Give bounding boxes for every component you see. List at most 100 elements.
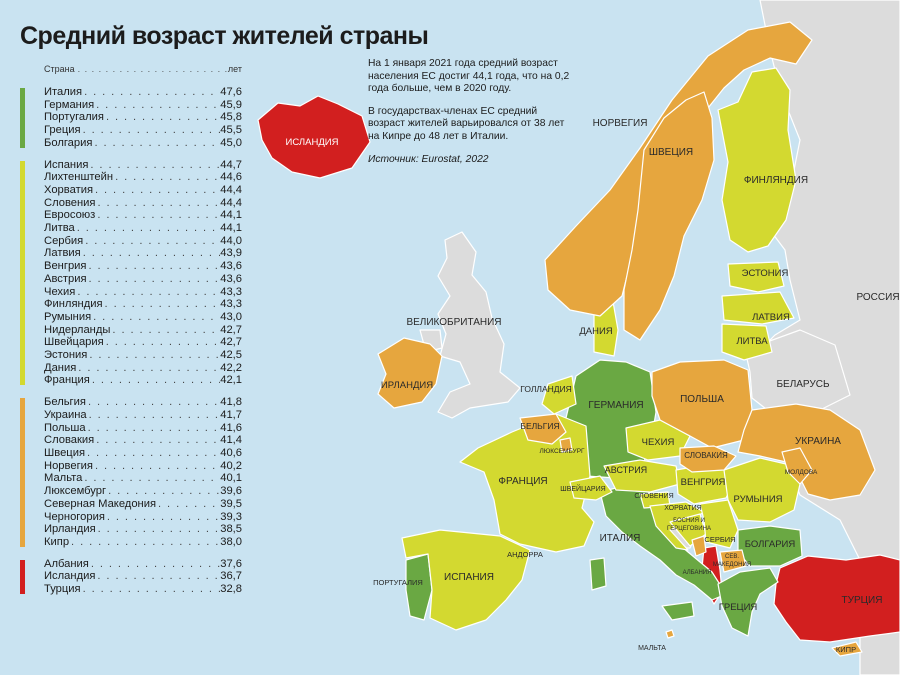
legend-country-name: Словения: [44, 196, 96, 209]
label-moldova: МОЛДОВА: [785, 469, 818, 476]
legend-header-country: Страна: [44, 64, 75, 74]
label-sweden: ШВЕЦИЯ: [649, 147, 693, 158]
legend-leader-dots: . . . . . . . . . . . . . . . . . . . . …: [90, 158, 220, 171]
legend-row: Лихтенштейн. . . . . . . . . . . . . . .…: [44, 171, 242, 184]
legend-country-name: Украина: [44, 408, 87, 421]
legend-row: Турция. . . . . . . . . . . . . . . . . …: [44, 583, 242, 596]
legend-leader-dots: . . . . . . . . . . . . . . . . . . . . …: [88, 408, 221, 421]
legend-leader-dots: . . . . . . . . . . . . . . . . . . . . …: [87, 446, 220, 459]
info-paragraph-2: В государствах-членах ЕС средний возраст…: [368, 105, 565, 142]
legend-row: Люксембург. . . . . . . . . . . . . . . …: [44, 485, 242, 498]
legend-leader-dots: . . . . . . . . . . . . . . . . . . . . …: [82, 124, 221, 137]
region-spain: [401, 529, 531, 631]
legend-leader-dots: . . . . . . . . . . . . . . . . . . . . …: [88, 272, 221, 285]
legend-country-value: 45,9: [220, 98, 242, 111]
legend-header-unit: лет: [227, 64, 242, 74]
legend-country-value: 43,3: [220, 298, 242, 311]
legend-row: Черногория. . . . . . . . . . . . . . . …: [44, 511, 242, 524]
label-croatia: ХОРВАТИЯ: [664, 505, 701, 512]
legend-row: Испания. . . . . . . . . . . . . . . . .…: [44, 159, 242, 172]
legend-country-name: Греция: [44, 124, 81, 137]
legend-leader-dots: . . . . . . . . . . . . . . . . . . . . …: [87, 421, 221, 434]
label-ukraine: УКРАИНА: [795, 436, 841, 447]
label-spain: ИСПАНИЯ: [444, 572, 494, 583]
label-bosnia-1: БОСНИЯ И: [673, 518, 705, 524]
region-portugal: [405, 553, 433, 621]
legend-country-name: Франция: [44, 374, 90, 387]
legend-country-value: 39,6: [220, 485, 242, 498]
legend-row: Словакия. . . . . . . . . . . . . . . . …: [44, 434, 242, 447]
label-poland: ПОЛЬША: [680, 394, 724, 405]
label-north-macedonia-2: МАКЕДОНИЯ: [713, 562, 751, 568]
legend-leader-dots: . . . . . . . . . . . . . . . . . . . . …: [108, 485, 220, 498]
label-bosnia-2: ГЕРЦЕГОВИНА: [667, 526, 711, 532]
legend-groups: Италия. . . . . . . . . . . . . . . . . …: [20, 86, 242, 596]
region-estonia: [727, 261, 785, 293]
legend-row: Мальта. . . . . . . . . . . . . . . . . …: [44, 472, 242, 485]
label-luxembourg: ЛЮКСЕМБУРГ: [539, 448, 585, 455]
legend-leader-dots: . . . . . . . . . . . . . . . . . . . . …: [91, 374, 220, 387]
legend-country-value: 44,7: [220, 158, 242, 171]
legend-leader-dots: . . . . . . . . . . . . . . . . . . . . …: [106, 510, 220, 523]
legend-country-name: Северная Македония: [44, 497, 157, 510]
legend-leader-dots: . . . . . . . . . . . . . . . . . . . . …: [77, 285, 220, 298]
legend-row: Словения. . . . . . . . . . . . . . . . …: [44, 197, 242, 210]
legend-country-value: 44,6: [220, 171, 242, 184]
legend-row: Бельгия. . . . . . . . . . . . . . . . .…: [44, 396, 242, 409]
legend: Страна . . . . . . . . . . . . . . . . .…: [20, 64, 242, 596]
region-france: [459, 413, 595, 553]
legend-row: Греция. . . . . . . . . . . . . . . . . …: [44, 124, 242, 137]
legend-country-name: Хорватия: [44, 183, 94, 196]
label-netherlands: ГОЛЛАНДИЯ: [520, 384, 572, 394]
legend-leader-dots: . . . . . . . . . . . . . . . . . . . . …: [82, 247, 221, 260]
legend-row: Латвия. . . . . . . . . . . . . . . . . …: [44, 247, 242, 260]
legend-row: Дания. . . . . . . . . . . . . . . . . .…: [44, 362, 242, 375]
legend-country-value: 44,0: [220, 234, 242, 247]
legend-country-name: Сербия: [44, 234, 84, 247]
legend-country-name: Ирландия: [44, 523, 96, 536]
legend-country-name: Швейцария: [44, 336, 104, 349]
legend-row: Исландия. . . . . . . . . . . . . . . . …: [44, 570, 242, 583]
legend-row: Литва. . . . . . . . . . . . . . . . . .…: [44, 222, 242, 235]
legend-leader-dots: . . . . . . . . . . . . . . . . . . . . …: [158, 497, 220, 510]
legend-row: Германия. . . . . . . . . . . . . . . . …: [44, 99, 242, 112]
legend-country-value: 37,6: [220, 557, 242, 570]
legend-leader-dots: . . . . . . . . . . . . . . . . . . . . …: [94, 136, 220, 149]
label-serbia: СЕРБИЯ: [704, 535, 735, 544]
legend-row: Чехия. . . . . . . . . . . . . . . . . .…: [44, 286, 242, 299]
legend-leader-dots: . . . . . . . . . . . . . . . . . . . . …: [97, 523, 221, 536]
legend-leader-dots: . . . . . . . . . . . . . . . . . . . . …: [97, 209, 220, 222]
region-norway: [544, 21, 813, 317]
region-sweden: [623, 91, 715, 341]
region-malta: [665, 629, 675, 639]
legend-color-bar: [20, 559, 25, 594]
legend-country-name: Германия: [44, 98, 95, 111]
label-bulgaria: БОЛГАРИЯ: [745, 539, 796, 550]
legend-country-name: Евросоюз: [44, 209, 96, 222]
legend-country-name: Бельгия: [44, 396, 86, 409]
legend-country-value: 38,5: [220, 523, 242, 536]
legend-country-name: Чехия: [44, 285, 76, 298]
legend-header-leader: . . . . . . . . . . . . . . . . . . . . …: [77, 64, 228, 74]
legend-leader-dots: . . . . . . . . . . . . . . . . . . . . …: [96, 434, 220, 447]
legend-country-name: Румыния: [44, 310, 92, 323]
legend-row: Румыния. . . . . . . . . . . . . . . . .…: [44, 311, 242, 324]
legend-country-value: 43,9: [220, 247, 242, 260]
legend-country-name: Люксембург: [44, 485, 107, 498]
legend-leader-dots: . . . . . . . . . . . . . . . . . . . . …: [97, 196, 220, 209]
legend-country-value: 43,3: [220, 285, 242, 298]
legend-country-value: 41,4: [220, 434, 242, 447]
legend-country-value: 41,8: [220, 396, 242, 409]
region-romania: [723, 457, 801, 523]
legend-country-value: 42,1: [220, 374, 242, 387]
label-france: ФРАНЦИЯ: [498, 476, 547, 487]
legend-row: Финляндия. . . . . . . . . . . . . . . .…: [44, 298, 242, 311]
label-malta: МАЛЬТА: [638, 645, 666, 652]
legend-country-value: 40,2: [220, 459, 242, 472]
label-denmark: ДАНИЯ: [579, 326, 612, 337]
region-belgium: [519, 413, 567, 445]
label-slovenia: СЛОВЕНИЯ: [634, 493, 673, 500]
legend-leader-dots: . . . . . . . . . . . . . . . . . . . . …: [87, 396, 220, 409]
legend-country-value: 40,6: [220, 446, 242, 459]
